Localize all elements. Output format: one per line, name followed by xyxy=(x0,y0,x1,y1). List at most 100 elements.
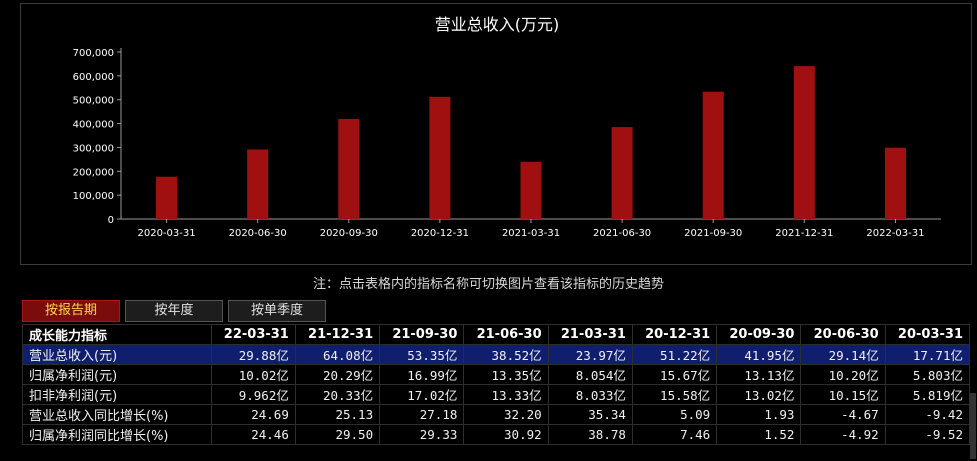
indicator-value: 5.803亿 xyxy=(884,364,971,385)
x-tick-label: 2021-12-31 xyxy=(775,228,833,239)
header-period: 21-03-31 xyxy=(547,324,633,345)
indicator-value: 10.20亿 xyxy=(800,364,886,385)
indicator-value: 15.58亿 xyxy=(631,384,718,405)
x-tick-label: 2021-09-30 xyxy=(684,228,742,239)
y-tick-label: 400,000 xyxy=(73,120,114,131)
table-row[interactable]: 扣非净利润(元) 9.962亿 20.33亿 17.02亿 13.33亿 8.033亿 15… xyxy=(22,384,971,405)
header-indicator: 成长能力指标 xyxy=(22,324,212,345)
y-tick-label: 500,000 xyxy=(73,96,114,107)
indicator-value: 20.33亿 xyxy=(294,384,381,405)
header-period: 20-06-30 xyxy=(800,324,886,345)
bar-2020-06-30[interactable] xyxy=(247,149,269,219)
indicator-value: -4.67 xyxy=(800,404,886,425)
indicator-value: 13.35亿 xyxy=(463,364,549,385)
chart-hint-note: 注：点击表格内的指标名称可切换图片查看该指标的历史趋势 xyxy=(312,277,664,292)
indicator-value: 41.95亿 xyxy=(716,344,802,365)
table-row[interactable]: 归属净利润(元) 10.02亿 20.29亿 16.99亿 13.35亿 8.054亿 15… xyxy=(22,364,971,385)
indicator-name[interactable]: 营业总收入同比增长(%) xyxy=(22,404,212,425)
indicator-value: 10.15亿 xyxy=(800,384,886,405)
indicator-value: 20.29亿 xyxy=(294,364,381,385)
bar-2020-03-31[interactable] xyxy=(156,176,178,219)
indicator-value: 24.69 xyxy=(210,404,296,425)
bar-2021-12-31[interactable] xyxy=(793,66,815,219)
bar-2020-09-30[interactable] xyxy=(338,118,360,219)
indicator-value: 9.962亿 xyxy=(210,384,296,405)
bar-2021-09-30[interactable] xyxy=(702,91,724,219)
chart-title: 营业总收入(万元) xyxy=(435,15,560,34)
bar-2020-12-31[interactable] xyxy=(429,96,451,219)
header-period: 20-09-30 xyxy=(716,324,802,345)
indicator-value: -9.42 xyxy=(884,404,971,425)
indicator-value: 13.02亿 xyxy=(716,384,802,405)
indicator-value: 24.46 xyxy=(210,424,296,445)
indicator-value: -9.52 xyxy=(884,424,971,445)
header-period: 21-09-30 xyxy=(379,324,465,345)
header-period: 22-03-31 xyxy=(210,324,296,345)
indicator-value: 15.67亿 xyxy=(631,364,718,385)
header-period: 21-12-31 xyxy=(294,324,381,345)
period-tabs: 按报告期 按年度 按单季度 xyxy=(22,300,326,322)
tab-by-year[interactable]: 按年度 xyxy=(125,300,223,322)
indicator-value: -4.92 xyxy=(800,424,886,445)
indicator-value: 23.97亿 xyxy=(547,344,633,365)
indicator-value: 5.09 xyxy=(631,404,718,425)
x-tick-label: 2020-06-30 xyxy=(229,228,287,239)
indicator-value: 17.02亿 xyxy=(379,384,465,405)
indicator-value: 38.52亿 xyxy=(463,344,549,365)
y-tick-label: 700,000 xyxy=(73,48,114,59)
table-row[interactable]: 营业总收入(元) 29.88亿 64.08亿 53.35亿 38.52亿 23.97亿 51… xyxy=(22,344,971,365)
indicator-value: 10.02亿 xyxy=(210,364,296,385)
bar-2021-03-31[interactable] xyxy=(520,161,542,219)
indicator-value: 1.52 xyxy=(716,424,802,445)
bar-2021-06-30[interactable] xyxy=(611,127,633,219)
header-period: 21-06-30 xyxy=(463,324,549,345)
indicator-value: 17.71亿 xyxy=(884,344,971,365)
x-tick-label: 2021-03-31 xyxy=(502,228,560,239)
y-tick-label: 300,000 xyxy=(73,143,114,154)
indicator-value: 5.819亿 xyxy=(884,384,971,405)
indicator-value: 51.22亿 xyxy=(631,344,718,365)
tab-by-single-quarter[interactable]: 按单季度 xyxy=(228,300,326,322)
indicator-name[interactable]: 归属净利润(元) xyxy=(22,364,212,385)
header-period: 20-03-31 xyxy=(884,324,971,345)
revenue-chart-panel: 营业总收入(万元) 0 100,000 200,000 300,000 400,000 50… xyxy=(20,3,972,265)
bar-2022-03-31[interactable] xyxy=(884,147,906,219)
indicator-name[interactable]: 扣非净利润(元) xyxy=(22,384,212,405)
growth-indicators-table: 成长能力指标 22-03-31 21-12-31 21-09-30 21-06-30 21… xyxy=(22,324,971,445)
indicator-value: 53.35亿 xyxy=(379,344,465,365)
indicator-value: 7.46 xyxy=(631,424,718,445)
table-row[interactable]: 归属净利润同比增长(%) 24.46 29.50 29.33 30.92 38.78 7.4… xyxy=(22,424,971,445)
indicator-value: 13.13亿 xyxy=(716,364,802,385)
indicator-value: 29.14亿 xyxy=(800,344,886,365)
indicator-name[interactable]: 归属净利润同比增长(%) xyxy=(22,424,212,445)
x-tick-label: 2020-09-30 xyxy=(320,228,378,239)
tab-by-report-period[interactable]: 按报告期 xyxy=(22,300,120,322)
indicator-value: 29.88亿 xyxy=(210,344,296,365)
revenue-bar-chart: 营业总收入(万元) 0 100,000 200,000 300,000 400,000 50… xyxy=(73,15,941,239)
indicator-value: 64.08亿 xyxy=(294,344,381,365)
x-tick-label: 2022-03-31 xyxy=(866,228,924,239)
table-scrollbar[interactable] xyxy=(970,393,976,459)
indicator-name[interactable]: 营业总收入(元) xyxy=(22,344,212,365)
indicator-value: 13.33亿 xyxy=(463,384,549,405)
y-tick-label: 200,000 xyxy=(73,167,114,178)
x-tick-label: 2020-12-31 xyxy=(411,228,469,239)
header-period: 20-12-31 xyxy=(631,324,718,345)
table-header-row: 成长能力指标 22-03-31 21-12-31 21-09-30 21-06-30 21… xyxy=(22,324,971,345)
indicator-value: 27.18 xyxy=(379,404,465,425)
indicator-value: 30.92 xyxy=(463,424,549,445)
x-tick-label: 2021-06-30 xyxy=(593,228,651,239)
indicator-value: 29.33 xyxy=(379,424,465,445)
indicator-value: 8.054亿 xyxy=(547,364,633,385)
indicator-value: 25.13 xyxy=(294,404,381,425)
indicator-value: 38.78 xyxy=(547,424,633,445)
indicator-value: 29.50 xyxy=(294,424,381,445)
indicator-value: 16.99亿 xyxy=(379,364,465,385)
indicator-value: 35.34 xyxy=(547,404,633,425)
indicator-value: 8.033亿 xyxy=(547,384,633,405)
x-tick-label: 2020-03-31 xyxy=(137,228,195,239)
y-tick-label: 100,000 xyxy=(73,191,114,202)
indicator-value: 1.93 xyxy=(716,404,802,425)
table-row[interactable]: 营业总收入同比增长(%) 24.69 25.13 27.18 32.20 35.34 5.0… xyxy=(22,404,971,425)
y-tick-label: 0 xyxy=(108,215,114,226)
